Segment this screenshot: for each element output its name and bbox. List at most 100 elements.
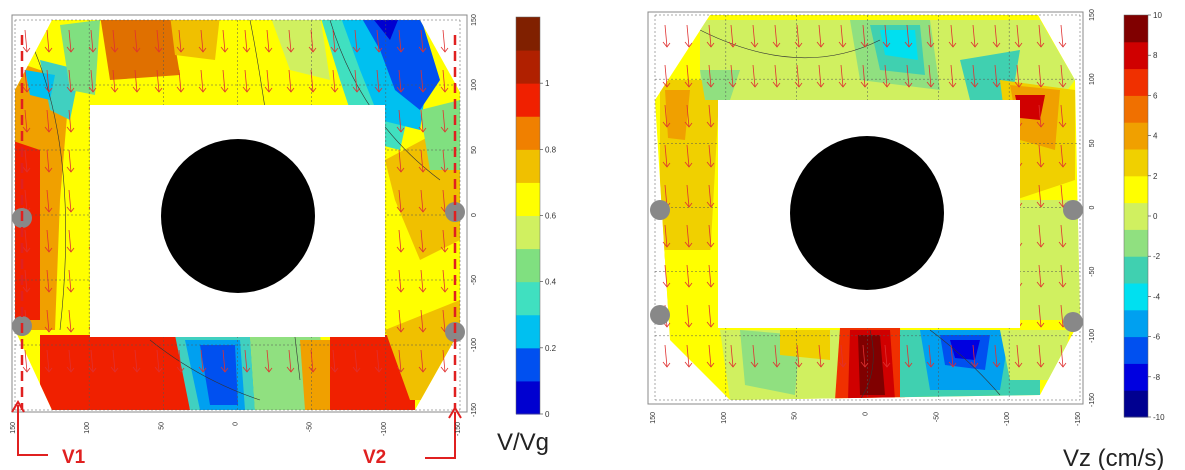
velocity-arrowhead <box>816 41 825 48</box>
v1-label: V1 <box>62 447 86 468</box>
velocity-arrow <box>244 69 248 93</box>
velocity-arrow <box>398 69 402 93</box>
velocity-arrow <box>288 29 292 53</box>
velocity-arrowhead <box>66 166 75 173</box>
velocity-arrowhead <box>110 86 119 93</box>
velocity-arrowhead <box>706 321 715 328</box>
velocity-arrowhead <box>44 246 53 253</box>
velocity-arrow <box>928 24 932 48</box>
velocity-arrowhead <box>684 41 693 48</box>
velocity-arrow <box>376 69 380 93</box>
velocity-arrow <box>376 349 380 373</box>
velocity-arrowhead <box>22 246 31 253</box>
velocity-arrow <box>310 29 314 53</box>
velocity-arrow <box>840 24 844 48</box>
velocity-arrowhead <box>948 81 957 88</box>
velocity-arrowhead <box>794 81 803 88</box>
colorbar-tick-label: 0.2 <box>545 344 557 353</box>
colorbar-segment <box>1124 15 1148 43</box>
velocity-arrowhead <box>308 366 317 373</box>
velocity-arrow <box>664 24 668 48</box>
velocity-arrowhead <box>44 166 53 173</box>
x-tick-labels: 150 100 50 0 -50 -100 -150 <box>650 412 1082 426</box>
velocity-arrow <box>420 229 424 253</box>
velocity-arrowhead <box>904 41 913 48</box>
velocity-arrow <box>708 64 712 88</box>
velocity-arrowhead <box>330 86 339 93</box>
velocity-arrowhead <box>396 166 405 173</box>
probe-marker <box>650 200 670 220</box>
velocity-arrowhead <box>374 46 383 53</box>
velocity-arrow <box>244 349 248 373</box>
velocity-arrowhead <box>440 86 449 93</box>
velocity-arrowhead <box>684 281 693 288</box>
velocity-arrow <box>46 69 50 93</box>
velocity-arrow <box>46 229 50 253</box>
velocity-arrowhead <box>66 206 75 213</box>
y-tick-labels: 150 100 50 0 -50 -100 -150 <box>471 14 478 417</box>
velocity-arrowhead <box>1036 241 1045 248</box>
velocity-arrow <box>90 349 94 373</box>
velocity-arrowhead <box>44 126 53 133</box>
velocity-arrowhead <box>22 46 31 53</box>
x-tick-label: 150 <box>650 412 657 424</box>
y-tick-label: 50 <box>471 146 478 154</box>
velocity-arrowhead <box>1058 81 1067 88</box>
colorbar-segment <box>1124 95 1148 123</box>
x-tick-label: -100 <box>381 422 388 436</box>
velocity-arrowhead <box>662 121 671 128</box>
velocity-arrowhead <box>396 286 405 293</box>
velocity-arrowhead <box>684 321 693 328</box>
velocity-arrowhead <box>242 86 251 93</box>
velocity-arrowhead <box>44 86 53 93</box>
velocity-arrowhead <box>440 286 449 293</box>
velocity-arrow <box>68 69 72 93</box>
velocity-arrowhead <box>154 46 163 53</box>
x-tick-label: -50 <box>307 422 314 432</box>
velocity-arrow <box>730 24 734 48</box>
velocity-arrowhead <box>1014 41 1023 48</box>
velocity-arrowhead <box>1014 361 1023 368</box>
velocity-arrow <box>178 349 182 373</box>
colorbar-tick-label: -8 <box>1153 373 1161 382</box>
velocity-arrowhead <box>396 86 405 93</box>
velocity-arrow <box>796 344 800 368</box>
velocity-arrow <box>134 69 138 93</box>
velocity-arrow <box>112 29 116 53</box>
velocity-arrow <box>664 344 668 368</box>
velocity-arrowhead <box>66 126 75 133</box>
velocity-arrowhead <box>706 281 715 288</box>
velocity-arrow <box>906 24 910 48</box>
velocity-arrow <box>664 264 668 288</box>
colorbar-segment <box>516 50 540 84</box>
velocity-arrowhead <box>882 81 891 88</box>
velocity-arrowhead <box>904 361 913 368</box>
y-tick-label: 100 <box>471 79 478 91</box>
velocity-arrowhead <box>330 46 339 53</box>
velocity-arrowhead <box>882 361 891 368</box>
velocity-arrowhead <box>352 46 361 53</box>
velocity-arrowhead <box>396 126 405 133</box>
velocity-arrowhead <box>264 366 273 373</box>
velocity-arrowhead <box>198 86 207 93</box>
velocity-arrowhead <box>22 166 31 173</box>
velocity-arrow <box>332 29 336 53</box>
velocity-arrow <box>442 29 446 53</box>
velocity-arrowhead <box>662 161 671 168</box>
velocity-arrowhead <box>1036 161 1045 168</box>
velocity-arrowhead <box>992 41 1001 48</box>
velocity-arrow <box>420 29 424 53</box>
velocity-arrowhead <box>662 41 671 48</box>
velocity-arrowhead <box>728 361 737 368</box>
velocity-arrowhead <box>794 361 803 368</box>
colorbar: 10 8 6 4 2 0 -2 -4 -6 -8 -10 <box>1123 11 1165 422</box>
colorbar-tick-label: 8 <box>1153 51 1158 60</box>
velocity-arrow <box>1038 64 1042 88</box>
velocity-arrow <box>222 349 226 373</box>
colorbar-segment <box>1124 363 1148 391</box>
colorbar-segment <box>1124 336 1148 364</box>
velocity-arrowhead <box>926 41 935 48</box>
velocity-arrowhead <box>728 81 737 88</box>
velocity-arrow <box>398 309 402 333</box>
